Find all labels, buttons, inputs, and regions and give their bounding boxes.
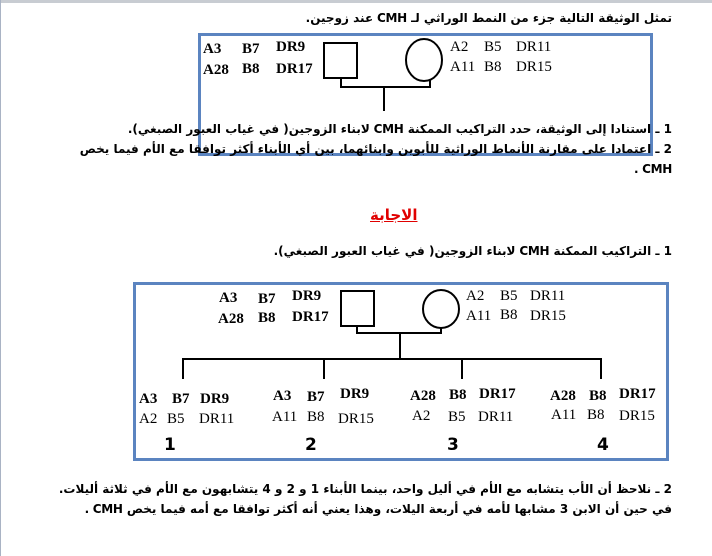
answer-2-line-1: 2 ـ نلاحظ أن الأب يتشابه مع الأم في أليل… xyxy=(58,482,672,496)
child-1-allele: B7 xyxy=(172,391,190,407)
answer-2-line-2: في حين أن الابن 3 مشابها لأمه في أربعة ا… xyxy=(84,502,673,516)
mother-allele: DR11 xyxy=(516,39,552,55)
child-1-allele: DR9 xyxy=(200,391,230,407)
child-4-allele: A28 xyxy=(550,388,576,404)
pedigree-box-answer xyxy=(133,282,669,461)
child-2-allele: A11 xyxy=(272,409,298,425)
mother-allele: A11 xyxy=(450,59,476,75)
child-4-allele: A11 xyxy=(551,407,577,423)
mother-allele: DR15 xyxy=(530,308,566,324)
answer-heading: الاجابة xyxy=(370,206,418,224)
intro-text: تمثل الوثيقة التالية جزء من النمط الوراث… xyxy=(305,11,673,25)
mother-allele: B5 xyxy=(484,39,502,55)
child-2-number: 2 xyxy=(305,435,317,455)
child-4-number: 4 xyxy=(597,435,609,455)
child-1-allele: A3 xyxy=(139,391,158,407)
question-2-line-2: CMH . xyxy=(633,162,672,176)
father-allele: A28 xyxy=(218,311,244,327)
father-allele: A28 xyxy=(203,62,229,78)
child-1-number: 1 xyxy=(164,435,176,455)
left-edge xyxy=(0,0,1,556)
child-4-allele: DR17 xyxy=(619,386,656,402)
child-1-allele: B5 xyxy=(167,411,185,427)
child-3-number: 3 xyxy=(447,435,459,455)
mother-allele: A2 xyxy=(466,288,485,304)
child-3-allele: DR11 xyxy=(478,409,514,425)
child-2-allele: B7 xyxy=(307,389,325,405)
father-allele: B8 xyxy=(242,61,260,77)
top-edge xyxy=(0,0,712,3)
father-allele: B8 xyxy=(258,310,276,326)
question-1: 1 ـ استنادا إلى الوثيقة، حدد التراكيب ال… xyxy=(127,122,672,136)
father-allele: B7 xyxy=(242,41,260,57)
father-allele: DR17 xyxy=(276,61,313,77)
father-allele: DR17 xyxy=(292,309,329,325)
father-allele: A3 xyxy=(219,290,238,306)
mother-allele: DR11 xyxy=(530,288,566,304)
child-1-allele: DR11 xyxy=(199,411,235,427)
mother-allele: A11 xyxy=(466,308,492,324)
father-allele: DR9 xyxy=(292,288,322,304)
mother-allele: A2 xyxy=(450,39,469,55)
father-allele: B7 xyxy=(258,291,276,307)
child-4-allele: DR15 xyxy=(619,408,655,424)
mother-allele: B5 xyxy=(500,288,518,304)
child-3-allele: DR17 xyxy=(479,386,516,402)
mother-allele: B8 xyxy=(500,307,518,323)
child-3-allele: B8 xyxy=(449,387,467,403)
mother-allele: DR15 xyxy=(516,59,552,75)
child-2-allele: DR15 xyxy=(338,411,374,427)
couple-line xyxy=(340,78,431,88)
mother-allele: B8 xyxy=(484,59,502,75)
question-2-line-1: 2 ـ اعتمادا على مقارنة الأنماط الوراثية … xyxy=(79,142,673,156)
father-allele: A3 xyxy=(203,41,222,57)
child-1-allele: A2 xyxy=(139,411,158,427)
child-2-allele: B8 xyxy=(307,409,325,425)
father-allele: DR9 xyxy=(276,39,306,55)
answer-1: 1 ـ التراكيب الممكنة CMH لابناء الزوجين(… xyxy=(273,244,673,258)
pedigree-box-question xyxy=(198,33,653,156)
child-2-allele: DR9 xyxy=(340,386,370,402)
father-square xyxy=(323,42,358,79)
child-2-allele: A3 xyxy=(273,388,292,404)
child-4-allele: B8 xyxy=(587,407,605,423)
child-4-allele: B8 xyxy=(589,388,607,404)
mother-circle xyxy=(405,38,443,82)
child-3-allele: A2 xyxy=(412,408,431,424)
child-3-allele: B5 xyxy=(448,409,466,425)
child-3-allele: A28 xyxy=(410,388,436,404)
